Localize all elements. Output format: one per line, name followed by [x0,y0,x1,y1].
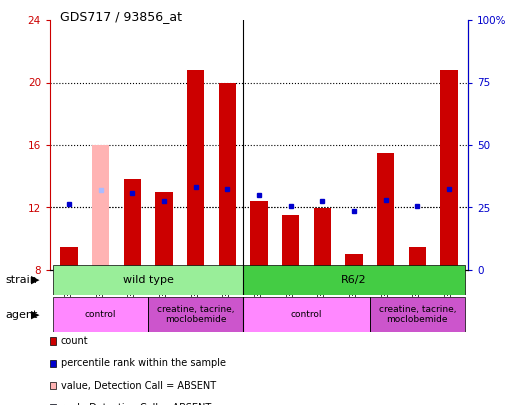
Text: agent: agent [5,309,38,320]
Text: creatine, tacrine,
moclobemide: creatine, tacrine, moclobemide [379,305,456,324]
Text: percentile rank within the sample: percentile rank within the sample [61,358,225,368]
Bar [243,265,465,295]
Text: R6/2: R6/2 [341,275,367,285]
Bar [92,145,109,270]
Bar [187,70,204,270]
Text: value, Detection Call = ABSENT: value, Detection Call = ABSENT [61,381,216,390]
Bar [440,70,458,270]
Bar [345,254,363,270]
Text: GDS717 / 93856_at: GDS717 / 93856_at [60,10,182,23]
Bar [219,83,236,270]
Text: ▶: ▶ [31,309,40,320]
Bar [124,179,141,270]
Text: rank, Detection Call = ABSENT: rank, Detection Call = ABSENT [61,403,211,405]
Bar [60,247,78,270]
Bar [282,215,299,270]
Bar [314,207,331,270]
Text: control: control [291,310,322,319]
Bar [250,201,268,270]
Text: wild type: wild type [123,275,173,285]
Text: count: count [61,336,88,346]
Bar [243,297,370,332]
Bar [53,265,243,295]
Text: strain: strain [5,275,37,285]
Bar [409,247,426,270]
Text: creatine, tacrine,
moclobemide: creatine, tacrine, moclobemide [157,305,234,324]
Bar [155,192,173,270]
Bar [53,297,148,332]
Text: ▶: ▶ [31,275,40,285]
Bar [148,297,243,332]
Text: control: control [85,310,117,319]
Bar [370,297,465,332]
Bar [377,153,394,270]
